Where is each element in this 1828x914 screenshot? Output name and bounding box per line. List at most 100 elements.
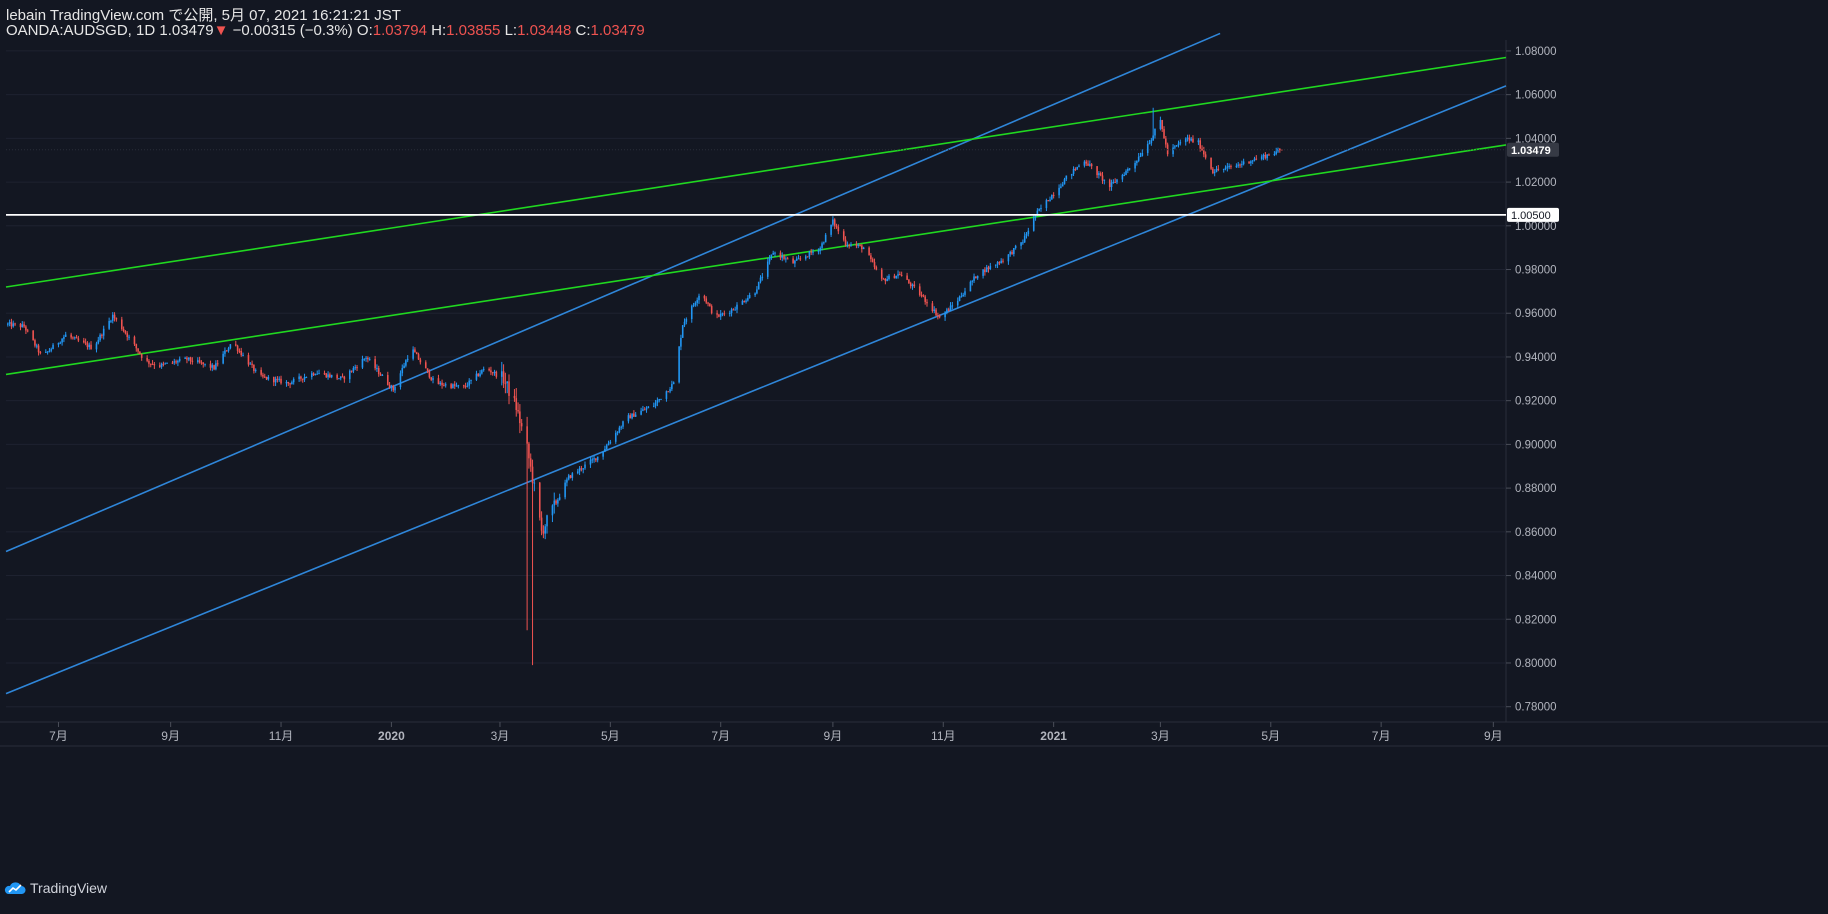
candle-up xyxy=(1141,152,1144,156)
candle-up xyxy=(1159,119,1162,129)
grid-lines xyxy=(0,40,1828,747)
candle-up xyxy=(73,337,76,339)
candle-down xyxy=(987,267,990,270)
candle-up xyxy=(795,258,798,261)
candle-up xyxy=(1058,187,1060,196)
candle-up xyxy=(1061,184,1064,187)
candle-down xyxy=(580,468,583,470)
candle-up xyxy=(631,413,633,419)
candle-up xyxy=(971,280,974,282)
candle-down xyxy=(137,348,139,352)
candle-down xyxy=(723,313,726,315)
candle-up xyxy=(672,382,675,385)
candle-up xyxy=(665,391,668,399)
candle-down xyxy=(1239,164,1241,166)
candle-up xyxy=(1007,254,1010,262)
candle-up xyxy=(911,284,914,287)
candle-down xyxy=(947,309,950,311)
tradingview-logo[interactable]: TradingView xyxy=(4,880,107,896)
candle-up xyxy=(278,378,281,380)
candle-down xyxy=(149,363,152,365)
candle-down xyxy=(1011,251,1013,254)
candle-up xyxy=(204,363,206,365)
candle-up xyxy=(949,305,952,311)
candle-up xyxy=(774,252,776,254)
candle-up xyxy=(1186,137,1189,139)
y-tick-label: 0.88000 xyxy=(1515,483,1557,495)
candle-down xyxy=(23,324,25,327)
candle-up xyxy=(748,294,751,298)
y-tick-label: 0.90000 xyxy=(1515,439,1557,451)
candle-down xyxy=(732,309,735,311)
candle-up xyxy=(1190,138,1192,141)
candle-up xyxy=(7,323,9,325)
candle-down xyxy=(520,423,523,427)
candle-up xyxy=(455,385,458,387)
open-label: O: xyxy=(356,22,373,39)
candle-down xyxy=(86,343,89,348)
candle-up xyxy=(982,269,984,276)
candle-up xyxy=(249,363,252,365)
candle-down xyxy=(146,357,148,361)
candle-up xyxy=(946,309,948,313)
candle-down xyxy=(931,303,934,312)
x-tick-label: 7月 xyxy=(711,729,730,743)
symbol-label[interactable]: OANDA:AUDSGD, 1D xyxy=(6,22,156,39)
candle-up xyxy=(678,346,680,383)
candle-down xyxy=(835,225,838,227)
candle-down xyxy=(1210,157,1212,169)
candle-down xyxy=(975,276,977,279)
candle-up xyxy=(1103,179,1106,181)
candle-down xyxy=(153,364,156,366)
candle-up xyxy=(97,340,100,344)
candle-up xyxy=(607,443,610,446)
candle-down xyxy=(1047,200,1050,202)
candle-up xyxy=(734,309,736,311)
open-value: 1.03794 xyxy=(372,22,427,39)
candle-up xyxy=(614,433,617,442)
candle-up xyxy=(254,369,257,371)
candle-up xyxy=(178,358,181,361)
candle-down xyxy=(900,274,903,276)
candle-up xyxy=(292,378,295,383)
candle-down xyxy=(913,284,916,287)
candle-up xyxy=(761,276,764,278)
candle-up xyxy=(376,368,378,370)
candle-down xyxy=(488,368,490,371)
y-tick-label: 1.08000 xyxy=(1515,46,1557,58)
candle-down xyxy=(490,370,492,373)
x-tick-label: 11月 xyxy=(269,729,293,743)
candle-up xyxy=(566,479,568,483)
candle-down xyxy=(75,337,78,339)
candle-up xyxy=(1146,144,1149,153)
candle-up xyxy=(591,459,594,461)
y-tick-label: 1.04000 xyxy=(1515,133,1557,145)
candle-up xyxy=(1125,170,1127,175)
candle-up xyxy=(318,373,320,375)
candle-up xyxy=(452,384,454,388)
candle-down xyxy=(984,269,986,273)
candle-down xyxy=(209,363,212,368)
candle-up xyxy=(794,260,796,264)
candle-up xyxy=(1179,142,1182,144)
last-price: 1.03479 xyxy=(159,22,214,39)
candle-up xyxy=(12,323,15,327)
candle-up xyxy=(781,255,784,258)
y-tick-label: 0.80000 xyxy=(1515,658,1557,670)
candle-down xyxy=(37,345,40,353)
candle-down xyxy=(1279,148,1281,150)
candle-up xyxy=(609,441,612,444)
candle-down xyxy=(10,322,13,327)
candle-up xyxy=(274,378,277,383)
candle-up xyxy=(620,426,622,428)
candle-down xyxy=(922,295,925,297)
candle-up xyxy=(339,376,342,379)
candle-up xyxy=(1121,174,1124,180)
candle-up xyxy=(692,304,695,307)
candle-up xyxy=(647,406,650,409)
candle-down xyxy=(234,344,237,346)
candle-up xyxy=(571,473,574,478)
candle-down xyxy=(1268,154,1270,156)
